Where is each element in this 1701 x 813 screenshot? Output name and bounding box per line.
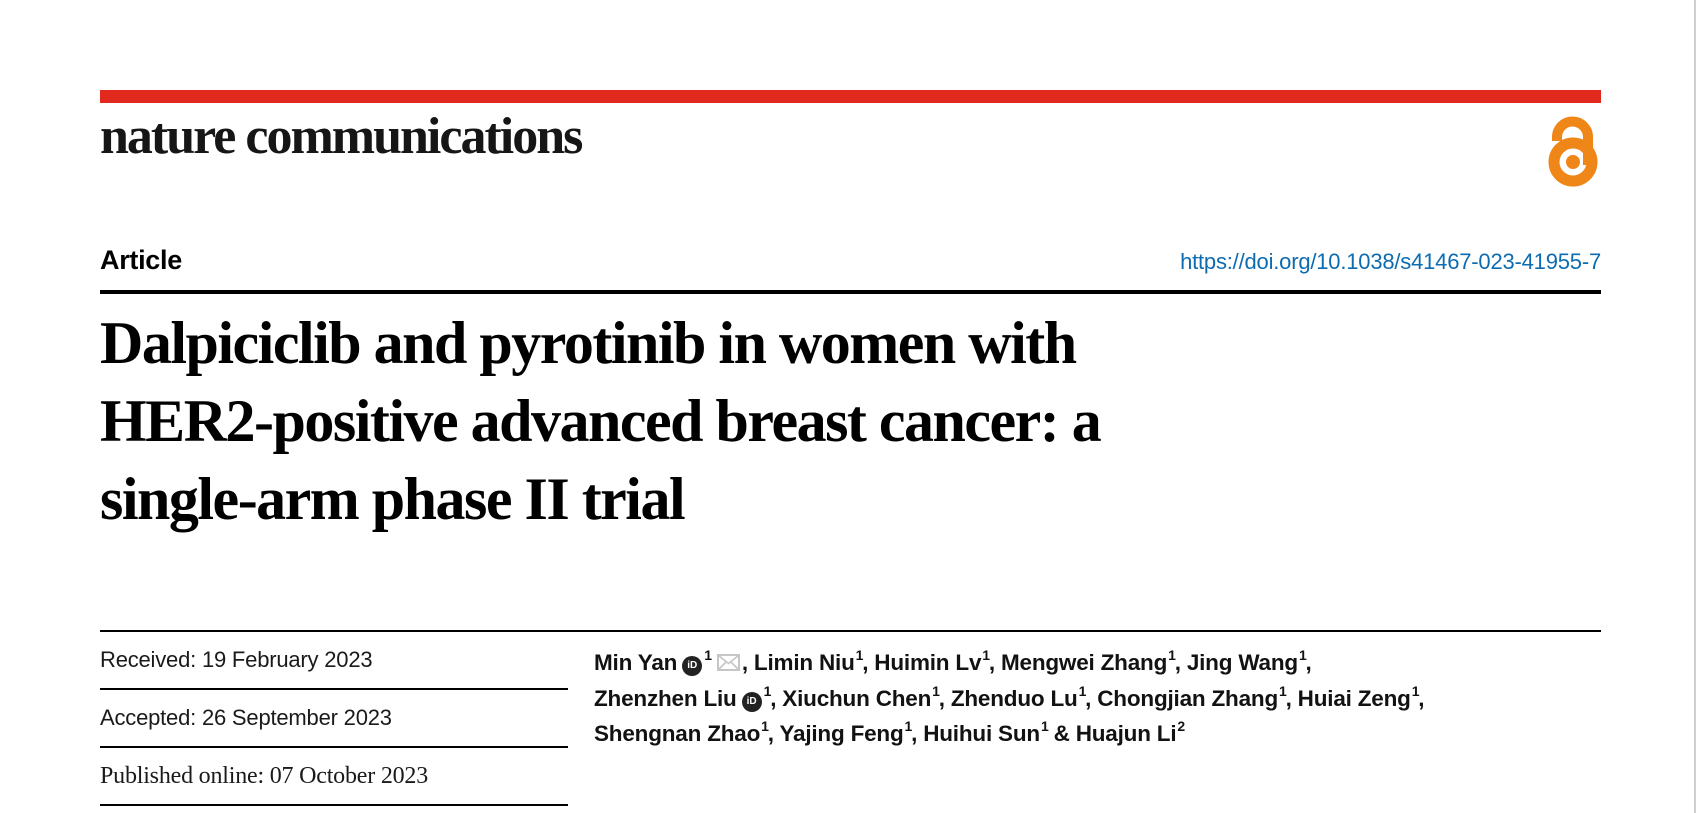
affiliation-superscript: 1	[1040, 717, 1049, 734]
dates-column: Received: 19 February 2023 Accepted: 26 S…	[100, 632, 568, 806]
author-name-text: , Huimin Lv	[862, 650, 982, 675]
article-title-line: Dalpiciclib and pyrotinib in women with	[100, 310, 1077, 376]
author-name-text: ,	[1418, 686, 1425, 711]
meta-date-row: Published online: 07 October 2023	[100, 748, 568, 806]
author-name-text: , Yajing Feng	[767, 721, 904, 746]
author-name-text: ,	[1305, 650, 1312, 675]
affiliation-superscript: 1	[763, 682, 772, 699]
affiliation-superscript: 1	[855, 646, 864, 663]
affiliation-superscript: 1	[1278, 682, 1287, 699]
journal-logo: nature communications	[100, 108, 583, 165]
doi-link[interactable]: https://doi.org/10.1038/s41467-023-41955…	[1180, 249, 1601, 274]
author-name-text: Shengnan Zhao	[594, 721, 761, 746]
author-name-text: , Huiai Zeng	[1285, 686, 1411, 711]
meta-section: Received: 19 February 2023 Accepted: 26 S…	[100, 630, 1601, 806]
affiliation-superscript: 1	[982, 646, 990, 663]
author-name-text: , Huihui Sun	[911, 721, 1040, 746]
author-name-text: , Xiuchun Chen	[770, 686, 932, 711]
padlock-shackle	[1552, 116, 1593, 165]
affiliation-superscript: 1	[1078, 682, 1087, 699]
author-name-text: Min Yan	[594, 650, 678, 675]
author-name-text: & Huajun Li	[1047, 721, 1177, 746]
email-icon[interactable]	[716, 646, 740, 681]
brand-red-rule	[100, 90, 1601, 103]
affiliation-superscript: 1	[932, 682, 940, 699]
author-line: Zhenzhen Liu iD1, Xiuchun Chen1, Zhenduo …	[594, 681, 1425, 716]
article-title-line: HER2-positive advanced breast cancer: a	[100, 388, 1102, 454]
affiliation-superscript: 1	[904, 717, 913, 734]
affiliation-superscript: 2	[1177, 717, 1185, 734]
affiliation-superscript: 1	[761, 717, 769, 734]
orcid-icon[interactable]: iD	[741, 692, 762, 712]
authors-block: Min Yan iD1, Limin Niu1, Huimin Lv1, Meng…	[594, 632, 1425, 806]
affiliation-superscript: 1	[1411, 682, 1420, 699]
article-title-line: single-arm phase II trial	[100, 466, 686, 532]
page-right-edge-line	[1694, 0, 1696, 813]
padlock-keyhole	[1566, 155, 1580, 169]
author-name-text: , Mengwei Zhang	[988, 650, 1168, 675]
author-line: Min Yan iD1, Limin Niu1, Huimin Lv1, Meng…	[594, 645, 1424, 681]
author-name-text: , Zhenduo Lu	[938, 686, 1078, 711]
article-header-row: Article https://doi.org/10.1038/s41467-0…	[100, 245, 1601, 294]
open-access-padlock-icon	[1547, 113, 1599, 187]
masthead: nature communications	[100, 105, 1601, 187]
author-name-text: , Chongjian Zhang	[1085, 686, 1278, 711]
author-name-text: , Jing Wang	[1174, 650, 1298, 675]
orcid-icon[interactable]: iD	[682, 656, 703, 676]
page-content: nature communications Article https://do…	[100, 0, 1601, 806]
meta-date-row: Received: 19 February 2023	[100, 632, 568, 690]
padlock-body	[1548, 137, 1598, 187]
affiliation-superscript: 1	[704, 646, 712, 663]
article-title: Dalpiciclib and pyrotinib in women with H…	[100, 304, 1601, 538]
author-name-text: Zhenzhen Liu	[594, 686, 737, 711]
article-type-label: Article	[100, 245, 182, 275]
author-line: Shengnan Zhao1, Yajing Feng1, Huihui Sun…	[594, 716, 1424, 751]
author-name-text: , Limin Niu	[741, 650, 855, 675]
affiliation-superscript: 1	[1298, 646, 1307, 663]
affiliation-superscript: 1	[1168, 646, 1176, 663]
meta-date-row: Accepted: 26 September 2023	[100, 690, 568, 748]
